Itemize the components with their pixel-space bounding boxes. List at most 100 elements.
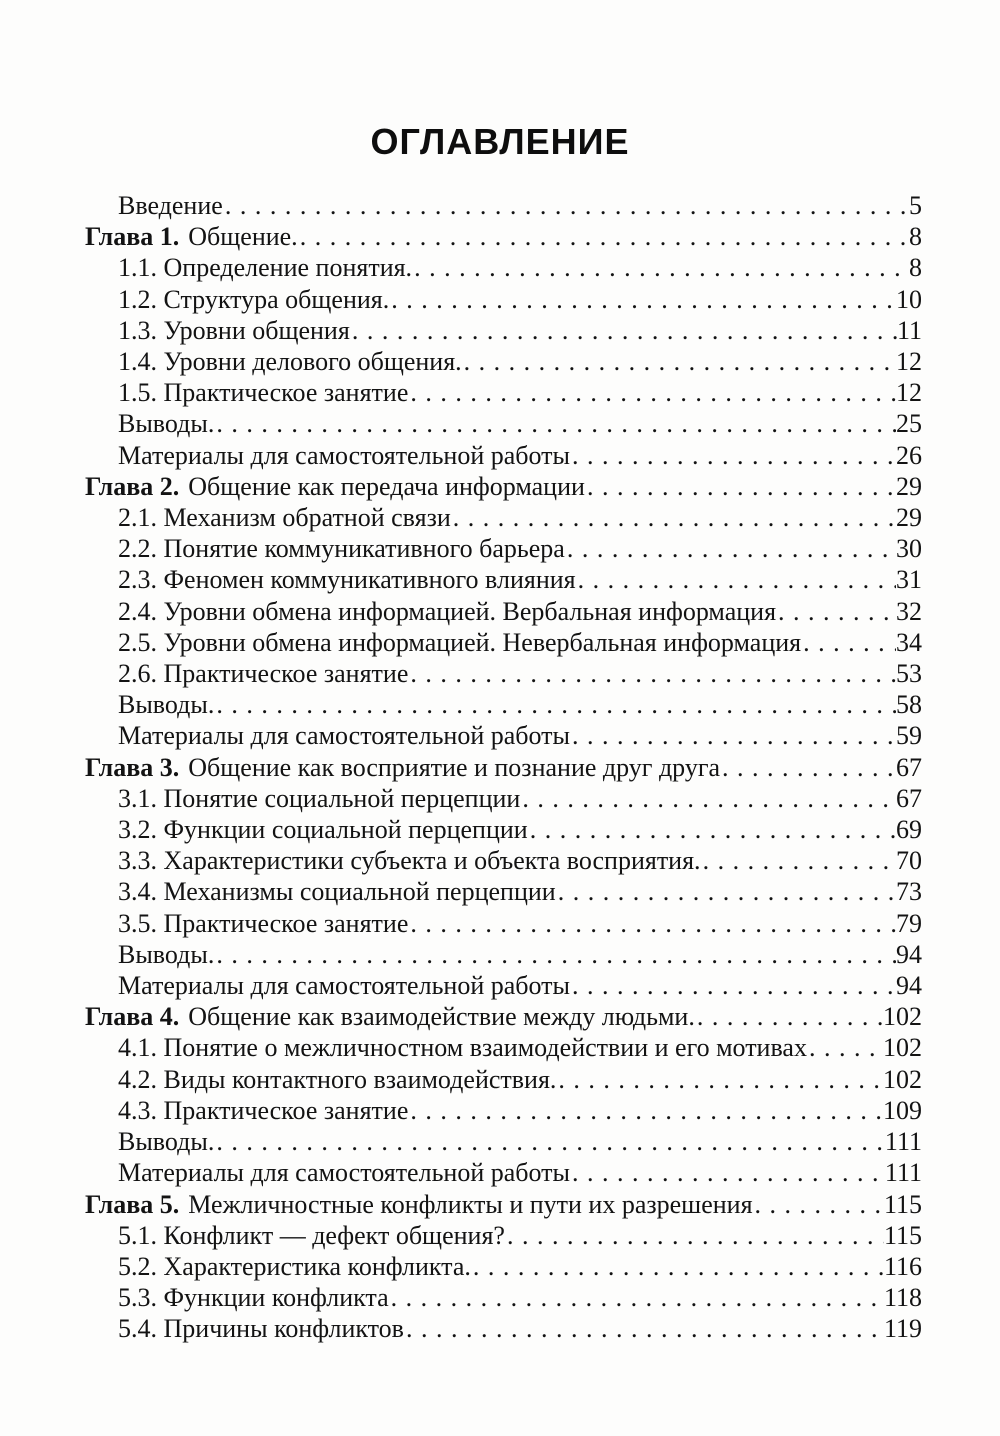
toc-entry-label: 3.2. Функции социальной перцепции	[118, 815, 528, 845]
toc-entry-page-number: 11	[896, 315, 922, 345]
dot-leader	[473, 1251, 884, 1282]
dot-leader	[530, 814, 896, 845]
toc-entry: Выводы. 58	[85, 689, 922, 720]
toc-entry-page-number: 102	[883, 1033, 922, 1063]
toc-entry: 1.4. Уровни делового общения. 12	[85, 346, 922, 377]
toc-entry-page-number: 29	[896, 471, 922, 501]
toc-entry-label: Выводы.	[118, 690, 215, 720]
toc-entry: 1.3. Уровни общения 11	[85, 315, 922, 346]
dot-leader	[809, 1032, 883, 1063]
toc-entry-page-number: 94	[896, 971, 922, 1001]
dot-leader	[410, 1095, 883, 1126]
dot-leader	[216, 1126, 885, 1157]
toc-entry-page-number: 116	[883, 1251, 922, 1281]
toc-entry: Глава 4. Общение как взаимодействие межд…	[85, 1001, 922, 1032]
toc-entry: Глава 1. Общение. 8	[85, 221, 922, 252]
toc-entry: 3.1. Понятие социальной перцепции 67	[85, 783, 922, 814]
toc-entry: 2.3. Феномен коммуникативного влияния 31	[85, 564, 922, 595]
toc-entry-page-number: 5	[909, 191, 922, 220]
toc-entry: Глава 2. Общение как передача информации…	[85, 471, 922, 502]
dot-leader	[225, 190, 909, 221]
dot-leader	[464, 346, 896, 377]
dot-leader	[410, 377, 896, 408]
toc-entry-chapter-prefix: Глава 4.	[85, 1002, 180, 1032]
page-title: ОГЛАВЛЕНИЕ	[370, 121, 630, 162]
toc-entry-page-number: 111	[884, 1158, 922, 1188]
toc-entry: 5.3. Функции конфликта 118	[85, 1282, 922, 1313]
toc-entry-label: 3.3. Характеристики субъекта и объекта в…	[118, 846, 701, 876]
toc-entry: 4.2. Виды контактного взаимодействия. 10…	[85, 1064, 922, 1095]
toc-entry-chapter-prefix: Глава 2.	[85, 471, 180, 501]
toc-entry-label: 1.3. Уровни общения	[118, 315, 350, 345]
dot-leader	[414, 252, 909, 283]
toc-entry-label: 1.5. Практическое занятие	[118, 378, 409, 408]
toc-entry-page-number: 69	[896, 815, 922, 845]
toc-entry: Выводы. 25	[85, 408, 922, 439]
toc-entry-label: 2.6. Практическое занятие	[118, 659, 409, 689]
toc-entry-chapter-prefix: Глава 5.	[85, 1189, 180, 1219]
toc-entry: Глава 3. Общение как восприятие и познан…	[85, 752, 922, 783]
toc-entry: 3.4. Механизмы социальной перцепции 73	[85, 876, 922, 907]
toc-entry: Введение 5	[85, 190, 922, 221]
toc-entry: Материалы для самостоятельной работы 111	[85, 1157, 922, 1188]
toc-entry-page-number: 111	[884, 1127, 922, 1157]
toc-entry-page-number: 8	[909, 222, 922, 252]
toc-entry-label: 2.3. Феномен коммуникативного влияния	[118, 565, 576, 595]
dot-leader	[755, 1189, 884, 1220]
toc-entry-page-number: 58	[896, 690, 922, 720]
toc-entry-chapter-prefix: Глава 3.	[85, 752, 180, 782]
toc-entry-label: Введение	[118, 191, 223, 220]
dot-leader	[216, 408, 896, 439]
dot-leader	[587, 471, 896, 502]
toc-entry-page-number: 94	[896, 939, 922, 969]
toc-entry: 1.5. Практическое занятие 12	[85, 377, 922, 408]
toc-entry: 2.1. Механизм обратной связи 29	[85, 502, 922, 533]
toc-entry: 2.2. Понятие коммуникативного барьера 30	[85, 533, 922, 564]
toc-entry: 2.4. Уровни обмена информацией. Вербальн…	[85, 596, 922, 627]
toc-entry-page-number: 34	[896, 627, 922, 657]
toc-entry-page-number: 12	[896, 347, 922, 377]
toc-entry-page-number: 29	[896, 503, 922, 533]
toc-entry-page-number: 8	[909, 253, 922, 283]
toc-entry: 1.2. Структура общения. 10	[85, 284, 922, 315]
dot-leader	[352, 315, 897, 346]
dot-leader	[391, 1282, 884, 1313]
toc-entry-page-number: 25	[896, 409, 922, 439]
dot-leader	[572, 970, 896, 1001]
toc-entry: 4.1. Понятие о межличностном взаимодейст…	[85, 1032, 922, 1063]
toc-entry-page-number: 32	[896, 596, 922, 626]
toc-entry-label: Общение как передача информации	[188, 471, 585, 501]
toc-entry-page-number: 70	[896, 846, 922, 876]
toc-entry: 2.6. Практическое занятие 53	[85, 658, 922, 689]
toc-entry-page-number: 79	[896, 908, 922, 938]
toc-entry-label: 4.3. Практическое занятие	[118, 1095, 409, 1125]
toc-entry-page-number: 53	[896, 659, 922, 689]
dot-leader	[778, 596, 896, 627]
toc-entry: 5.2. Характеристика конфликта. 116	[85, 1251, 922, 1282]
toc-entry-label: Общение как восприятие и познание друг д…	[188, 752, 721, 782]
dot-leader	[216, 689, 896, 720]
toc-entry-page-number: 119	[883, 1314, 922, 1344]
toc-entry-label: 2.5. Уровни обмена информацией. Невербал…	[118, 627, 802, 657]
toc-entry-page-number: 73	[896, 877, 922, 907]
toc-entry-page-number: 115	[883, 1189, 922, 1219]
toc-entry-page-number: 10	[896, 284, 922, 314]
toc-entry-label: 5.4. Причины конфликтов	[118, 1314, 404, 1344]
dot-leader	[703, 845, 896, 876]
toc-entry: 3.3. Характеристики субъекта и объекта в…	[85, 845, 922, 876]
toc-entry-label: 5.2. Характеристика конфликта.	[118, 1251, 471, 1281]
dot-leader	[572, 720, 896, 751]
toc-entry-label: Материалы для самостоятельной работы	[118, 440, 571, 470]
toc-entry-label: 5.3. Функции конфликта	[118, 1283, 389, 1313]
dot-leader	[578, 564, 896, 595]
toc-entry-label: 5.1. Конфликт — дефект общения?	[118, 1220, 505, 1250]
toc-entry: Выводы. 94	[85, 939, 922, 970]
toc-entry-label: Выводы.	[118, 1127, 215, 1157]
dot-leader	[558, 1064, 883, 1095]
dot-leader	[410, 658, 896, 689]
toc-entry-page-number: 118	[883, 1283, 922, 1313]
toc-entry-page-number: 115	[883, 1220, 922, 1250]
dot-leader	[453, 502, 896, 533]
dot-leader	[216, 939, 896, 970]
toc-entry-label: 3.4. Механизмы социальной перцепции	[118, 877, 556, 907]
